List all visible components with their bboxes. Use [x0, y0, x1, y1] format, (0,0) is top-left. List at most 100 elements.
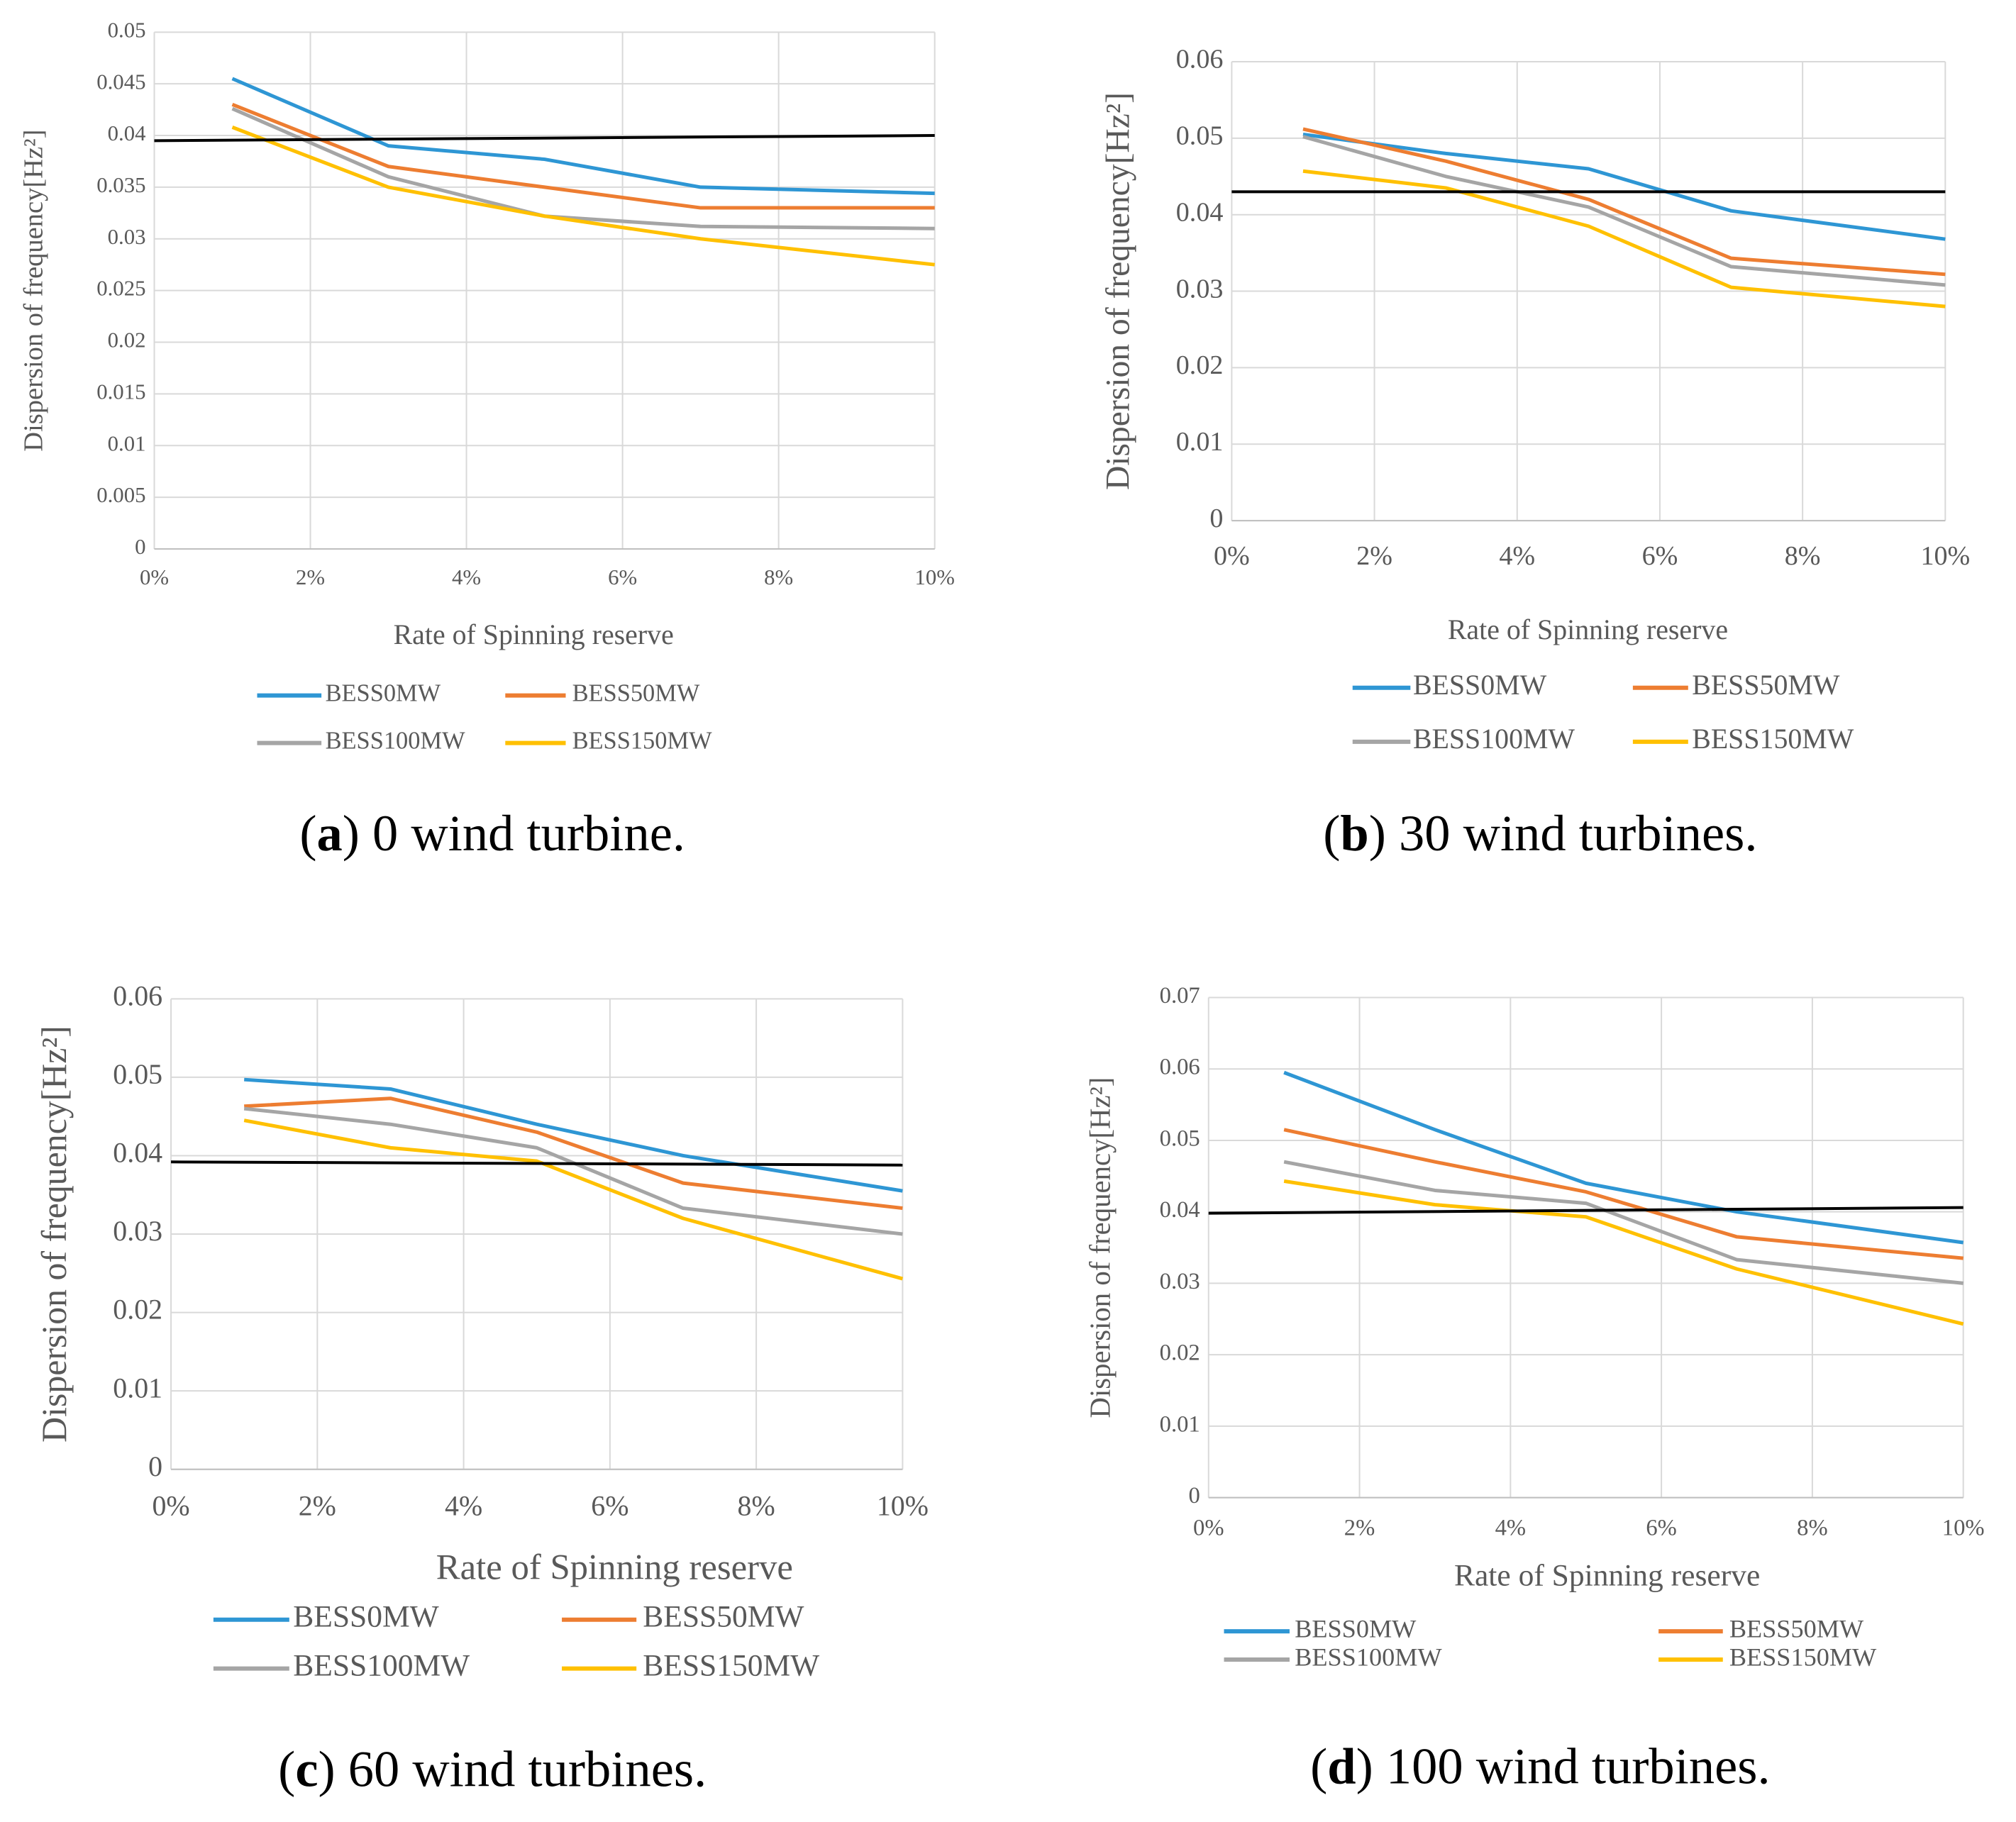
caption: (c) 60 wind turbines.	[278, 1740, 707, 1797]
y-tick-label: 0.07	[1160, 983, 1200, 1009]
reference-line	[154, 134, 935, 143]
y-tick-label: 0.04	[1176, 197, 1224, 227]
y-tick-label: 0.03	[108, 225, 146, 249]
legend-label: BESS50MW	[572, 679, 700, 706]
x-tick-label: 0%	[152, 1490, 189, 1522]
legend-label: BESS50MW	[1692, 669, 1840, 701]
series-line	[1302, 127, 1946, 277]
caption-label: c	[295, 1740, 318, 1797]
y-tick-label: 0.04	[1160, 1197, 1200, 1223]
legend-label: BESS0MW	[1295, 1614, 1417, 1643]
y-tick-label: 0.01	[1176, 427, 1224, 457]
caption-label: a	[317, 804, 343, 861]
y-tick-label: 0.045	[96, 70, 145, 94]
series-line	[231, 126, 935, 267]
series-line	[1302, 132, 1946, 241]
caption-text: ) 100 wind turbines.	[1356, 1737, 1771, 1794]
x-tick-label: 10%	[877, 1490, 929, 1522]
series-line	[1283, 1160, 1964, 1285]
x-tick-label: 4%	[452, 565, 481, 589]
x-tick-label: 10%	[1942, 1516, 1985, 1541]
x-tick-label: 8%	[738, 1490, 775, 1522]
legend-label: BESS0MW	[1413, 669, 1547, 701]
x-tick-label: 6%	[1642, 541, 1678, 571]
caption-open: (	[299, 804, 316, 861]
y-tick-label: 0.06	[1176, 45, 1224, 74]
y-axis-label: Dispersion of frequency[Hz²]	[35, 1026, 74, 1443]
x-tick-label: 0%	[1214, 541, 1250, 571]
y-tick-label: 0.05	[1160, 1126, 1200, 1151]
y-tick-label: 0.05	[113, 1058, 162, 1090]
legend-label: BESS100MW	[1295, 1643, 1442, 1671]
y-tick-label: 0.02	[1176, 350, 1224, 380]
y-axis-label: Dispersion of frequency[Hz²]	[1084, 1077, 1116, 1418]
y-tick-label: 0	[135, 535, 145, 559]
y-tick-label: 0.03	[1176, 274, 1224, 304]
x-tick-label: 4%	[445, 1490, 482, 1522]
y-tick-label: 0.02	[1160, 1340, 1200, 1366]
y-tick-label: 0.01	[1160, 1411, 1200, 1437]
caption: (a) 0 wind turbine.	[299, 804, 685, 861]
y-tick-label: 0	[1188, 1483, 1200, 1509]
x-tick-label: 6%	[591, 1490, 628, 1522]
caption-open: (	[1310, 1737, 1327, 1794]
caption-open: (	[1323, 804, 1340, 861]
legend-label: BESS0MW	[293, 1600, 438, 1634]
y-tick-label: 0	[148, 1450, 162, 1482]
x-tick-label: 8%	[764, 565, 793, 589]
x-tick-label: 4%	[1495, 1516, 1526, 1541]
legend-label: BESS50MW	[643, 1600, 804, 1634]
x-tick-label: 4%	[1499, 541, 1535, 571]
series-line	[1302, 135, 1946, 287]
y-tick-label: 0.06	[1160, 1055, 1200, 1080]
y-tick-label: 0.035	[96, 173, 145, 197]
legend-label: BESS0MW	[326, 679, 441, 706]
series-line	[244, 1096, 903, 1210]
y-tick-label: 0.06	[113, 979, 162, 1011]
series-line	[1283, 1070, 1964, 1245]
series-line	[243, 1118, 904, 1281]
reference-line	[1208, 1206, 1964, 1215]
caption: (d) 100 wind turbines.	[1310, 1737, 1770, 1794]
x-axis-label: Rate of Spinning reserve	[1454, 1559, 1760, 1593]
y-tick-label: 0.005	[96, 483, 145, 507]
legend-label: BESS150MW	[572, 728, 713, 755]
y-axis-label: Dispersion of frequency[Hz²]	[1100, 92, 1136, 490]
caption-text: ) 60 wind turbines.	[319, 1740, 707, 1797]
legend-label: BESS100MW	[1413, 723, 1575, 755]
x-axis-label: Rate of Spinning reserve	[436, 1548, 793, 1587]
y-tick-label: 0.02	[108, 328, 146, 352]
caption-label: d	[1327, 1737, 1356, 1794]
y-tick-label: 0.025	[96, 277, 145, 301]
x-tick-label: 2%	[296, 565, 325, 589]
x-tick-label: 8%	[1797, 1516, 1827, 1541]
x-tick-label: 0%	[1193, 1516, 1224, 1541]
y-tick-label: 0.04	[108, 121, 146, 145]
series-line	[231, 77, 935, 196]
legend-label: BESS150MW	[1729, 1643, 1877, 1671]
series-line	[231, 102, 935, 210]
y-tick-label: 0.01	[113, 1372, 162, 1404]
y-tick-label: 0.03	[1160, 1269, 1200, 1294]
y-tick-label: 0.01	[108, 431, 146, 455]
x-tick-label: 10%	[1920, 541, 1970, 571]
x-tick-label: 6%	[1646, 1516, 1676, 1541]
y-tick-label: 0.03	[113, 1215, 162, 1247]
x-tick-label: 2%	[299, 1490, 336, 1522]
x-tick-label: 10%	[914, 565, 954, 589]
y-tick-label: 0.015	[96, 379, 145, 404]
y-tick-label: 0.05	[1176, 121, 1224, 151]
y-tick-label: 0.04	[113, 1137, 162, 1169]
x-tick-label: 2%	[1356, 541, 1392, 571]
series-line	[1302, 169, 1946, 309]
series-line	[1283, 1128, 1964, 1260]
legend-label: BESS100MW	[293, 1649, 470, 1683]
caption-open: (	[278, 1740, 295, 1797]
caption: (b) 30 wind turbines.	[1323, 804, 1757, 861]
legend-label: BESS100MW	[326, 728, 466, 755]
x-tick-label: 6%	[608, 565, 637, 589]
legend-label: BESS150MW	[1692, 723, 1854, 755]
x-tick-label: 2%	[1344, 1516, 1375, 1541]
legend-label: BESS150MW	[643, 1649, 819, 1683]
